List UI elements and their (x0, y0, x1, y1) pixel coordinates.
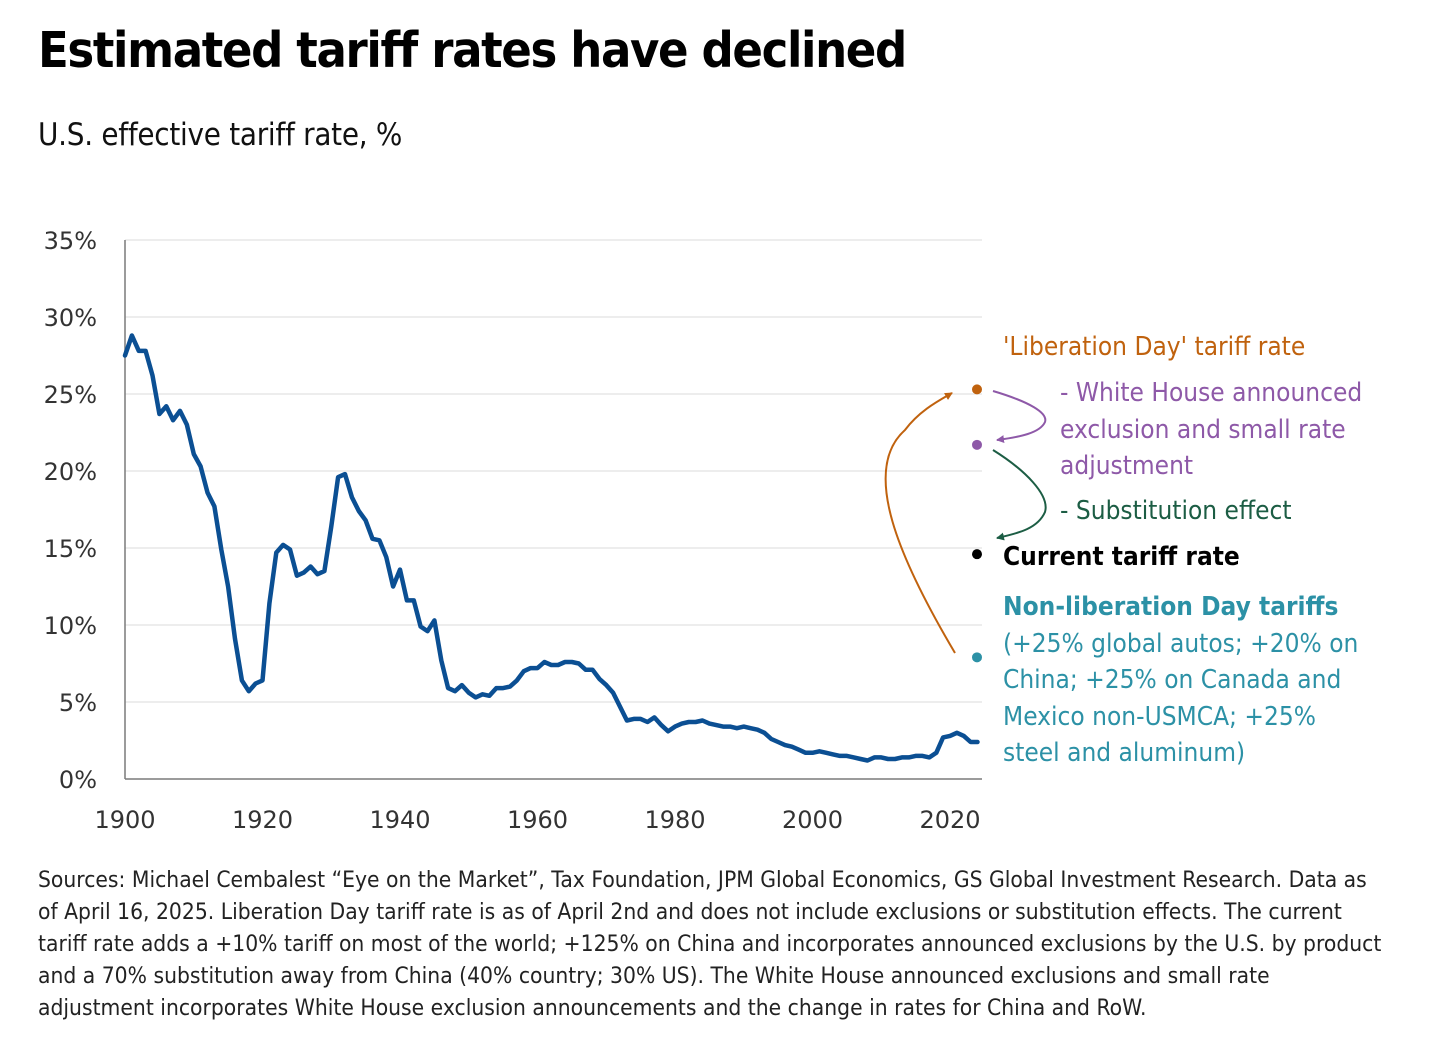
annotation-line: Mexico non-USMCA; +25% (1003, 701, 1317, 732)
annotation-white-house: - White House announced exclusion and sm… (1060, 375, 1362, 485)
x-tick-label: 1940 (369, 806, 430, 834)
annotation-line: China; +25% on Canada and (1003, 665, 1342, 695)
chart-title: Estimated tariff rates have declined (38, 22, 907, 79)
footnote-line: tariff rate adds a +10% tariff on most o… (38, 931, 1382, 957)
annotation-line: (+25% global autos; +20% on (1003, 628, 1359, 659)
annotation-heading: Non-liberation Day tariffs (1003, 592, 1339, 622)
y-axis-ticks: 0% 5% 10% 15% 20% 25% 30% 35% (44, 227, 97, 794)
dot-non-liberation (972, 652, 982, 663)
annotation-liberation-day: 'Liberation Day' tariff rate (1003, 332, 1306, 362)
y-tick-label: 25% (44, 381, 97, 409)
arrow-white-house-to-current (992, 449, 1047, 541)
footnote-line: and a 70% substitution away from China (… (38, 963, 1270, 989)
x-tick-label: 2000 (782, 806, 843, 834)
y-tick-label: 10% (44, 612, 97, 640)
dot-current (972, 549, 982, 560)
y-tick-label: 0% (59, 766, 97, 794)
annotation-line: adjustment (1060, 451, 1194, 481)
y-tick-label: 15% (44, 535, 97, 563)
arrow-liberation-to-white-house (992, 390, 1047, 444)
source-footnote: Sources: Michael Cembalest “Eye on the M… (38, 864, 1382, 1024)
arrow-non-liberation-to-liberation (884, 392, 956, 654)
tariff-line-chart: 0%5%10%15%20%25%30%35% 1900 1920 1940 1960 1… (44, 227, 1047, 834)
annotation-line: exclusion and small rate (1060, 414, 1346, 445)
footnote-line: of April 16, 2025. Liberation Day tariff… (38, 899, 1342, 925)
annotation-non-liberation-day: Non-liberation Day tariffs (+25% global … (1003, 589, 1358, 772)
y-tick-label: 5% (59, 689, 97, 717)
y-tick-label: 35% (44, 227, 97, 255)
annotation-line: steel and aluminum) (1003, 738, 1246, 768)
footnote-line: adjustment incorporates White House excl… (38, 995, 1147, 1021)
annotation-line: - White House announced (1060, 378, 1363, 408)
x-tick-label: 1960 (507, 806, 568, 834)
footnote-line: Sources: Michael Cembalest “Eye on the M… (38, 867, 1367, 893)
annotation-dots (972, 384, 982, 663)
y-tick-label: 20% (44, 458, 97, 486)
annotation-substitution-effect: - Substitution effect (1060, 496, 1292, 526)
x-axis-ticks: 1900 1920 1940 1960 1980 2000 2020 (94, 806, 980, 834)
x-tick-label: 2020 (919, 806, 980, 834)
series-line-effective-tariff-rate (122, 333, 980, 763)
chart-subtitle: U.S. effective tariff rate, % (38, 117, 403, 153)
gridlines (125, 239, 982, 703)
dot-liberation (972, 384, 982, 395)
x-tick-label: 1900 (94, 806, 155, 834)
x-tick-label: 1980 (644, 806, 705, 834)
y-tick-label: 30% (44, 304, 97, 332)
x-tick-label: 1920 (232, 806, 293, 834)
annotation-current-tariff-rate: Current tariff rate (1003, 542, 1240, 572)
dot-white-house (972, 439, 982, 450)
